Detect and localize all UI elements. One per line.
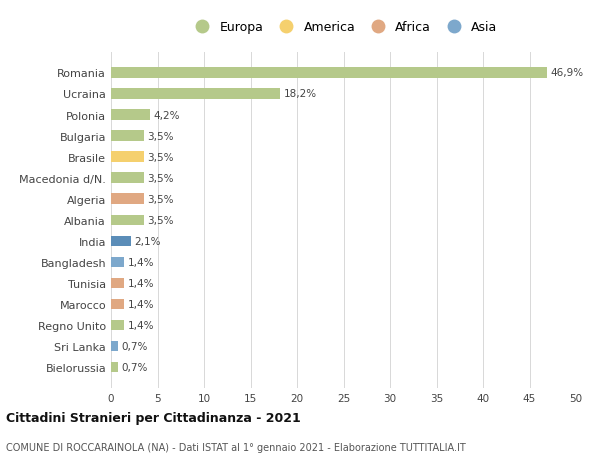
Text: 4,2%: 4,2% [154,110,180,120]
Text: 1,4%: 1,4% [128,257,154,267]
Bar [111,68,547,78]
Text: COMUNE DI ROCCARAINOLA (NA) - Dati ISTAT al 1° gennaio 2021 - Elaborazione TUTTI: COMUNE DI ROCCARAINOLA (NA) - Dati ISTAT… [6,442,466,452]
Bar [111,194,143,205]
Text: 3,5%: 3,5% [147,215,174,225]
Text: 1,4%: 1,4% [128,299,154,309]
Text: 1,4%: 1,4% [128,278,154,288]
Bar [111,236,131,246]
Bar [111,215,143,225]
Bar [111,299,124,310]
Text: 0,7%: 0,7% [121,363,148,372]
Text: 3,5%: 3,5% [147,131,174,141]
Bar [111,278,124,289]
Bar [111,320,124,330]
Text: 3,5%: 3,5% [147,174,174,183]
Text: 2,1%: 2,1% [134,236,161,246]
Legend: Europa, America, Africa, Asia: Europa, America, Africa, Asia [187,19,500,37]
Bar [111,341,118,352]
Text: 3,5%: 3,5% [147,194,174,204]
Bar [111,152,143,162]
Text: 1,4%: 1,4% [128,320,154,330]
Bar [111,110,150,121]
Text: 18,2%: 18,2% [284,90,317,99]
Bar [111,131,143,141]
Bar [111,89,280,100]
Bar [111,173,143,184]
Text: 46,9%: 46,9% [551,68,584,78]
Text: 0,7%: 0,7% [121,341,148,351]
Text: 3,5%: 3,5% [147,152,174,162]
Bar [111,257,124,268]
Text: Cittadini Stranieri per Cittadinanza - 2021: Cittadini Stranieri per Cittadinanza - 2… [6,412,301,425]
Bar [111,362,118,373]
